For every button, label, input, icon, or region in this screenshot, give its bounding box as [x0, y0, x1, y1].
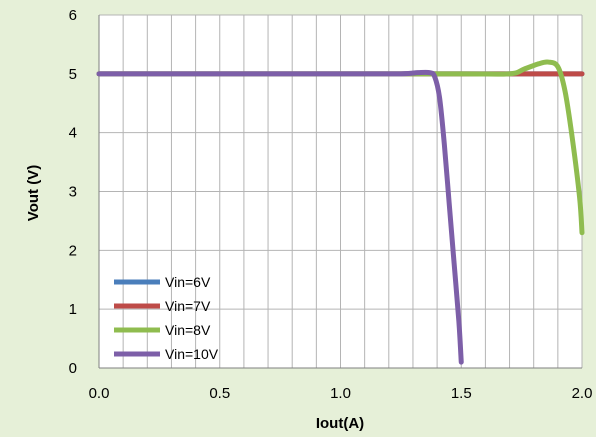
series-line [96, 69, 464, 365]
y-tick-label: 1 [69, 301, 77, 318]
x-tick-label: 0.0 [89, 385, 110, 402]
legend-label: Vin=10V [165, 346, 219, 362]
y-tick-label: 2 [69, 242, 77, 259]
y-tick-label: 0 [69, 360, 77, 377]
legend-label: Vin=6V [165, 274, 211, 290]
series-lines [96, 59, 585, 365]
y-tick-label: 6 [69, 7, 77, 24]
tick-labels: 0.0 0.5 1.0 1.5 2.0 0 1 2 3 4 5 6 [69, 7, 593, 402]
x-tick-label: 0.5 [209, 385, 230, 402]
y-tick-label: 3 [69, 184, 77, 201]
legend-label: Vin=7V [165, 298, 211, 314]
x-tick-label: 2.0 [572, 385, 593, 402]
y-tick-label: 4 [69, 125, 77, 142]
legend: Vin=6V Vin=7V Vin=8V Vin=10V [114, 274, 219, 362]
y-tick-label: 5 [69, 66, 77, 83]
x-tick-label: 1.5 [451, 385, 472, 402]
legend-label: Vin=8V [165, 322, 211, 338]
grid-lines [98, 14, 583, 369]
x-tick-label: 1.0 [330, 385, 351, 402]
y-axis-title: Vout (V) [25, 165, 42, 221]
x-axis-title: Iout(A) [316, 415, 364, 432]
